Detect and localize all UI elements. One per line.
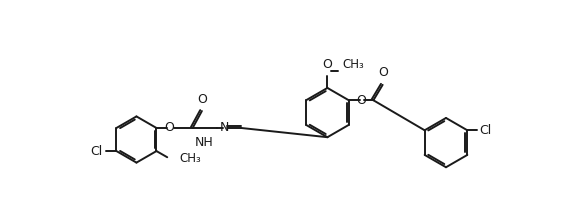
Text: CH₃: CH₃ xyxy=(343,58,365,71)
Text: O: O xyxy=(323,58,332,71)
Text: Cl: Cl xyxy=(480,124,492,137)
Text: O: O xyxy=(378,66,388,79)
Text: O: O xyxy=(198,93,208,106)
Text: O: O xyxy=(164,121,174,134)
Text: NH: NH xyxy=(195,136,213,149)
Text: O: O xyxy=(356,94,366,107)
Text: CH₃: CH₃ xyxy=(179,152,201,165)
Text: Cl: Cl xyxy=(90,145,102,158)
Text: N: N xyxy=(220,121,229,134)
